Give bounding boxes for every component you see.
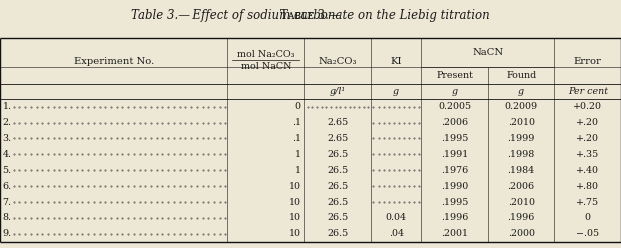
Text: .1976: .1976 xyxy=(441,166,468,175)
Text: .04: .04 xyxy=(389,229,404,238)
Text: 10: 10 xyxy=(289,182,301,191)
Text: .2006: .2006 xyxy=(441,118,468,127)
Text: mol Na₂CO₃: mol Na₂CO₃ xyxy=(237,50,294,59)
Text: +0.20: +0.20 xyxy=(573,102,602,111)
Text: 1: 1 xyxy=(295,150,301,159)
Text: .2010: .2010 xyxy=(507,118,535,127)
Text: g: g xyxy=(393,87,399,96)
Text: 4.: 4. xyxy=(2,150,11,159)
Text: .1999: .1999 xyxy=(507,134,535,143)
Text: .1990: .1990 xyxy=(441,182,468,191)
Text: 3.: 3. xyxy=(2,134,12,143)
Text: .1996: .1996 xyxy=(507,214,535,222)
Text: 26.5: 26.5 xyxy=(327,166,348,175)
Text: .1995: .1995 xyxy=(441,134,468,143)
Text: Na₂CO₃: Na₂CO₃ xyxy=(319,57,357,66)
Text: 5.: 5. xyxy=(2,166,12,175)
Text: .2010: .2010 xyxy=(507,198,535,207)
Text: +.80: +.80 xyxy=(576,182,599,191)
Text: NaCN: NaCN xyxy=(473,48,504,57)
Text: +.20: +.20 xyxy=(576,134,599,143)
Text: 1.: 1. xyxy=(2,102,11,111)
Text: .1991: .1991 xyxy=(441,150,468,159)
Text: 26.5: 26.5 xyxy=(327,150,348,159)
Text: 26.5: 26.5 xyxy=(327,182,348,191)
Text: .1: .1 xyxy=(292,118,301,127)
Text: .2001: .2001 xyxy=(441,229,468,238)
Text: 26.5: 26.5 xyxy=(327,229,348,238)
Text: Found: Found xyxy=(506,71,537,80)
Text: Present: Present xyxy=(436,71,473,80)
Text: .1984: .1984 xyxy=(507,166,535,175)
Text: 9.: 9. xyxy=(2,229,12,238)
Text: 8.: 8. xyxy=(2,214,11,222)
Text: .1: .1 xyxy=(292,134,301,143)
Text: 6.: 6. xyxy=(2,182,12,191)
Text: .2000: .2000 xyxy=(507,229,535,238)
Text: Table 3.— Effect of sodium carbonate on the Liebig titration: Table 3.— Effect of sodium carbonate on … xyxy=(131,9,490,22)
Text: 10: 10 xyxy=(289,214,301,222)
Text: Experiment No.: Experiment No. xyxy=(73,57,154,66)
Text: 2.65: 2.65 xyxy=(327,134,348,143)
Text: 2.65: 2.65 xyxy=(327,118,348,127)
Text: .1996: .1996 xyxy=(441,214,468,222)
Text: 10: 10 xyxy=(289,198,301,207)
Text: +.35: +.35 xyxy=(576,150,599,159)
Text: −.05: −.05 xyxy=(576,229,599,238)
Text: 26.5: 26.5 xyxy=(327,198,348,207)
Text: g: g xyxy=(451,87,458,96)
Text: 0.04: 0.04 xyxy=(386,214,407,222)
Text: 10: 10 xyxy=(289,229,301,238)
Text: g/l¹: g/l¹ xyxy=(330,87,346,96)
Text: 0: 0 xyxy=(585,214,591,222)
Text: 26.5: 26.5 xyxy=(327,214,348,222)
Text: 1: 1 xyxy=(295,166,301,175)
Text: 0.2009: 0.2009 xyxy=(505,102,538,111)
Text: 7.: 7. xyxy=(2,198,11,207)
Text: .1998: .1998 xyxy=(507,150,535,159)
Text: mol NaCN: mol NaCN xyxy=(240,62,291,71)
Text: Error: Error xyxy=(574,57,602,66)
Text: Tᴀʙʟᴇ 3.—: Tᴀʙʟᴇ 3.— xyxy=(280,9,341,22)
Text: +.40: +.40 xyxy=(576,166,599,175)
Text: 0: 0 xyxy=(295,102,301,111)
Text: KI: KI xyxy=(391,57,402,66)
Text: 2.: 2. xyxy=(2,118,11,127)
Text: +.20: +.20 xyxy=(576,118,599,127)
Text: .2006: .2006 xyxy=(507,182,535,191)
Text: 0.2005: 0.2005 xyxy=(438,102,471,111)
Text: Per cent: Per cent xyxy=(568,87,608,96)
Text: .1995: .1995 xyxy=(441,198,468,207)
Text: +.75: +.75 xyxy=(576,198,599,207)
Text: g: g xyxy=(518,87,524,96)
